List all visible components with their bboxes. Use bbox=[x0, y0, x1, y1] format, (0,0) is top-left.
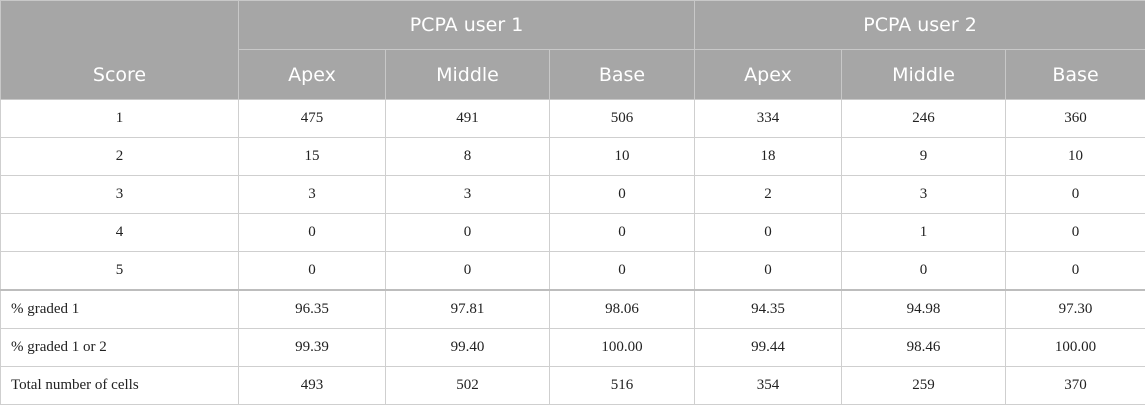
table-cell: 10 bbox=[1006, 138, 1145, 176]
group-header-row: Score PCPA user 1 PCPA user 2 bbox=[1, 1, 1145, 50]
table-cell: 0 bbox=[695, 252, 842, 291]
table-cell: 1 bbox=[842, 214, 1006, 252]
table-row: 5 0 0 0 0 0 0 bbox=[1, 252, 1145, 291]
subheader-base: Base bbox=[1006, 50, 1145, 100]
table-row: 1 475 491 506 334 246 360 bbox=[1, 100, 1145, 138]
table-cell: 0 bbox=[1006, 176, 1145, 214]
group-header-user-1: PCPA user 1 bbox=[239, 1, 695, 50]
subheader-apex: Apex bbox=[695, 50, 842, 100]
row-label: % graded 1 bbox=[1, 290, 239, 329]
row-label: 5 bbox=[1, 252, 239, 291]
table-row: 2 15 8 10 18 9 10 bbox=[1, 138, 1145, 176]
table-cell: 0 bbox=[239, 252, 386, 291]
table-cell: 100.00 bbox=[550, 329, 695, 367]
table-cell: 516 bbox=[550, 367, 695, 405]
row-label: 4 bbox=[1, 214, 239, 252]
table-cell: 360 bbox=[1006, 100, 1145, 138]
table-cell: 15 bbox=[239, 138, 386, 176]
table-cell: 0 bbox=[1006, 252, 1145, 291]
row-label: 2 bbox=[1, 138, 239, 176]
subheader-middle: Middle bbox=[842, 50, 1006, 100]
subheader-middle: Middle bbox=[386, 50, 550, 100]
table-cell: 100.00 bbox=[1006, 329, 1145, 367]
table-cell: 10 bbox=[550, 138, 695, 176]
table-cell: 3 bbox=[239, 176, 386, 214]
table-cell: 246 bbox=[842, 100, 1006, 138]
table-row: % graded 1 or 2 99.39 99.40 100.00 99.44… bbox=[1, 329, 1145, 367]
table-cell: 475 bbox=[239, 100, 386, 138]
row-label: 3 bbox=[1, 176, 239, 214]
table-row: % graded 1 96.35 97.81 98.06 94.35 94.98… bbox=[1, 290, 1145, 329]
table-cell: 99.44 bbox=[695, 329, 842, 367]
subheader-base: Base bbox=[550, 50, 695, 100]
table-row: 4 0 0 0 0 1 0 bbox=[1, 214, 1145, 252]
table-cell: 0 bbox=[386, 252, 550, 291]
table-cell: 97.81 bbox=[386, 290, 550, 329]
table-cell: 502 bbox=[386, 367, 550, 405]
table-cell: 94.35 bbox=[695, 290, 842, 329]
table-cell: 0 bbox=[1006, 214, 1145, 252]
group-header-user-2: PCPA user 2 bbox=[695, 1, 1145, 50]
score-column-header: Score bbox=[1, 1, 239, 100]
table-row: Total number of cells 493 502 516 354 25… bbox=[1, 367, 1145, 405]
table-cell: 2 bbox=[695, 176, 842, 214]
table-cell: 0 bbox=[695, 214, 842, 252]
table-cell: 354 bbox=[695, 367, 842, 405]
table-cell: 9 bbox=[842, 138, 1006, 176]
table-cell: 98.06 bbox=[550, 290, 695, 329]
table-cell: 98.46 bbox=[842, 329, 1006, 367]
table-cell: 334 bbox=[695, 100, 842, 138]
row-label: Total number of cells bbox=[1, 367, 239, 405]
table-cell: 491 bbox=[386, 100, 550, 138]
table-cell: 94.98 bbox=[842, 290, 1006, 329]
table-cell: 3 bbox=[842, 176, 1006, 214]
table-cell: 96.35 bbox=[239, 290, 386, 329]
table-cell: 3 bbox=[386, 176, 550, 214]
table-cell: 0 bbox=[550, 176, 695, 214]
table-cell: 99.40 bbox=[386, 329, 550, 367]
table-cell: 259 bbox=[842, 367, 1006, 405]
table-cell: 0 bbox=[550, 252, 695, 291]
table-cell: 0 bbox=[842, 252, 1006, 291]
table-cell: 0 bbox=[386, 214, 550, 252]
table-row: 3 3 3 0 2 3 0 bbox=[1, 176, 1145, 214]
table-cell: 97.30 bbox=[1006, 290, 1145, 329]
table-cell: 18 bbox=[695, 138, 842, 176]
table-cell: 493 bbox=[239, 367, 386, 405]
table-cell: 8 bbox=[386, 138, 550, 176]
table-cell: 506 bbox=[550, 100, 695, 138]
table-cell: 370 bbox=[1006, 367, 1145, 405]
table-cell: 99.39 bbox=[239, 329, 386, 367]
row-label: 1 bbox=[1, 100, 239, 138]
table-cell: 0 bbox=[239, 214, 386, 252]
subheader-apex: Apex bbox=[239, 50, 386, 100]
row-label: % graded 1 or 2 bbox=[1, 329, 239, 367]
table-cell: 0 bbox=[550, 214, 695, 252]
